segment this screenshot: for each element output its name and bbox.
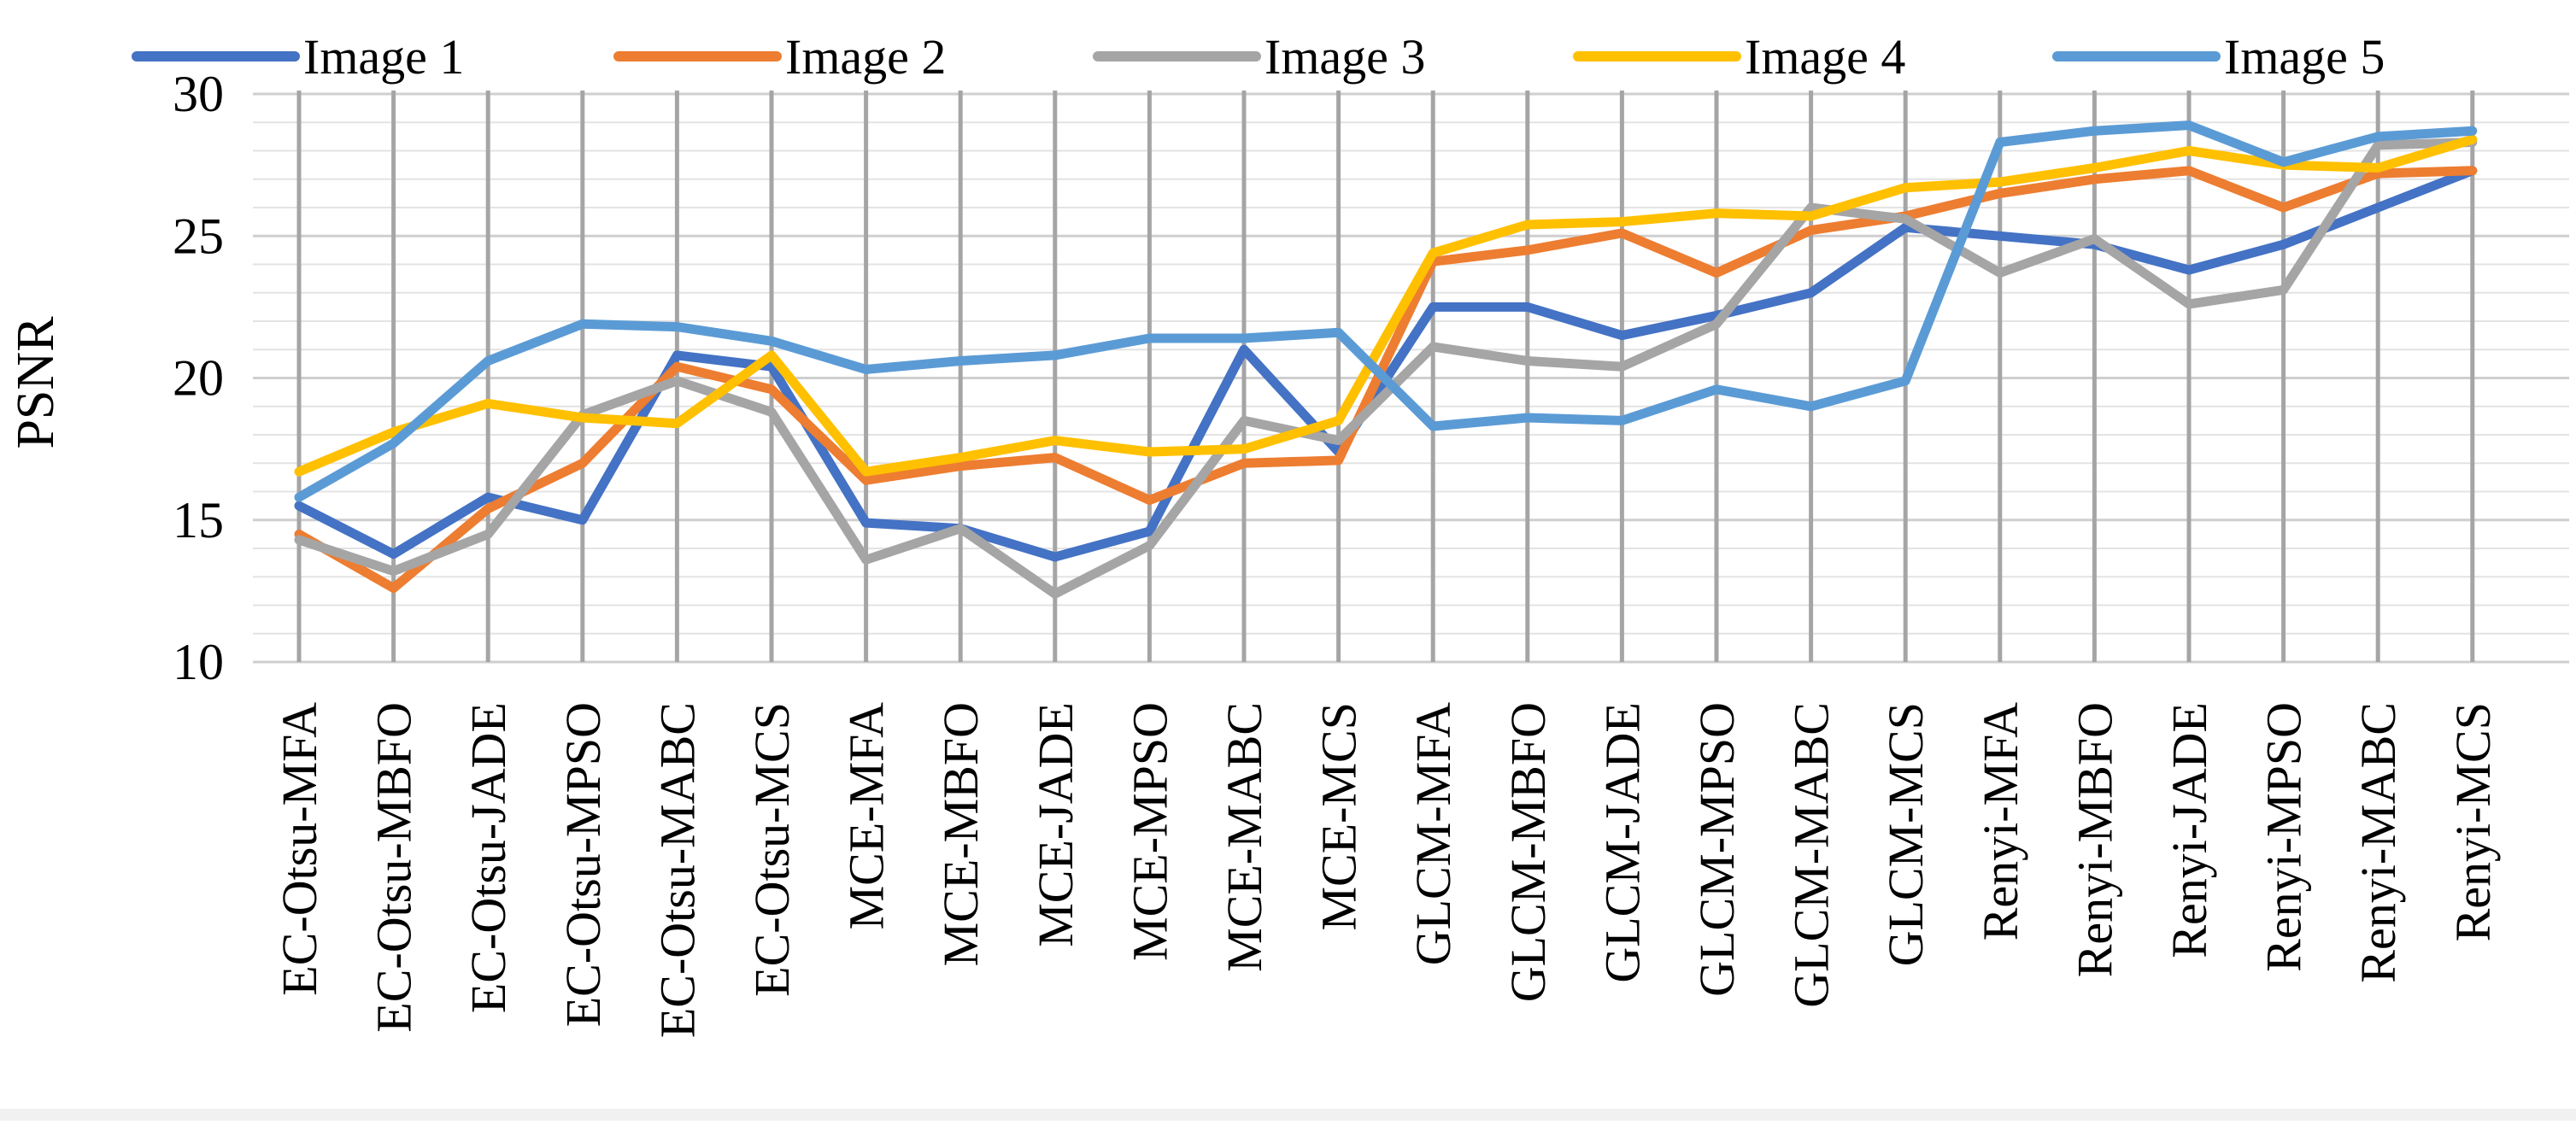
legend-label-image-3: Image 3 — [1265, 29, 1425, 85]
x-category-label: GLCM-MABC — [1784, 702, 1840, 1008]
x-category-label: GLCM-JADE — [1594, 702, 1650, 983]
x-category-label: Renyi-MABC — [2350, 702, 2406, 983]
x-category-label: Renyi-MCS — [2445, 702, 2501, 941]
x-axis-ticks: EC-Otsu-MFA EC-Otsu-MBFO EC-Otsu-JADE EC-Ot… — [272, 702, 2501, 1038]
y-tick-label: 10 — [173, 634, 224, 690]
x-category-label: MCE-JADE — [1028, 702, 1083, 947]
x-category-label: Renyi-MPSO — [2256, 702, 2312, 972]
x-category-label: GLCM-MPSO — [1689, 702, 1745, 997]
x-category-label: GLCM-MCS — [1878, 702, 1933, 966]
series-line-image-3 — [294, 138, 2478, 599]
legend: Image 1 Image 2 Image 3 Image 4 Image 5 — [132, 29, 2385, 85]
y-tick-label: 25 — [173, 208, 224, 264]
x-category-label: GLCM-MFA — [1405, 702, 1461, 965]
x-category-label: GLCM-MBFO — [1500, 702, 1556, 1002]
x-category-label: EC-Otsu-MBFO — [367, 702, 422, 1033]
series-line-image-5 — [294, 120, 2478, 502]
legend-label-image-5: Image 5 — [2224, 29, 2385, 85]
series-layer — [294, 120, 2478, 599]
x-category-label: MCE-MABC — [1217, 702, 1272, 972]
x-category-label: EC-Otsu-MCS — [744, 702, 800, 997]
x-category-label: MCE-MCS — [1311, 702, 1367, 931]
series-line-image-4 — [294, 134, 2478, 477]
x-category-label: Renyi-JADE — [2162, 702, 2217, 958]
y-axis-ticks: 10 15 20 25 30 — [173, 66, 224, 690]
x-category-label: Renyi-MBFO — [2067, 702, 2122, 977]
y-tick-label: 20 — [173, 350, 224, 407]
x-category-label: MCE-MPSO — [1122, 702, 1177, 961]
x-category-label: EC-Otsu-MPSO — [555, 702, 611, 1027]
legend-label-image-1: Image 1 — [303, 29, 464, 85]
x-category-label: Renyi-MFA — [1973, 702, 2028, 940]
x-category-label: EC-Otsu-JADE — [461, 702, 516, 1013]
legend-label-image-2: Image 2 — [785, 29, 946, 85]
x-category-label: MCE-MBFO — [933, 702, 989, 966]
y-tick-label: 15 — [173, 492, 224, 548]
x-category-label: EC-Otsu-MFA — [272, 702, 327, 996]
x-category-label: EC-Otsu-MABC — [649, 702, 705, 1038]
legend-label-image-4: Image 4 — [1745, 29, 1905, 85]
bottom-border — [0, 1109, 2576, 1121]
y-axis-label: PSNR — [7, 316, 65, 449]
y-tick-label: 30 — [173, 66, 224, 122]
x-category-label: MCE-MFA — [839, 702, 895, 930]
